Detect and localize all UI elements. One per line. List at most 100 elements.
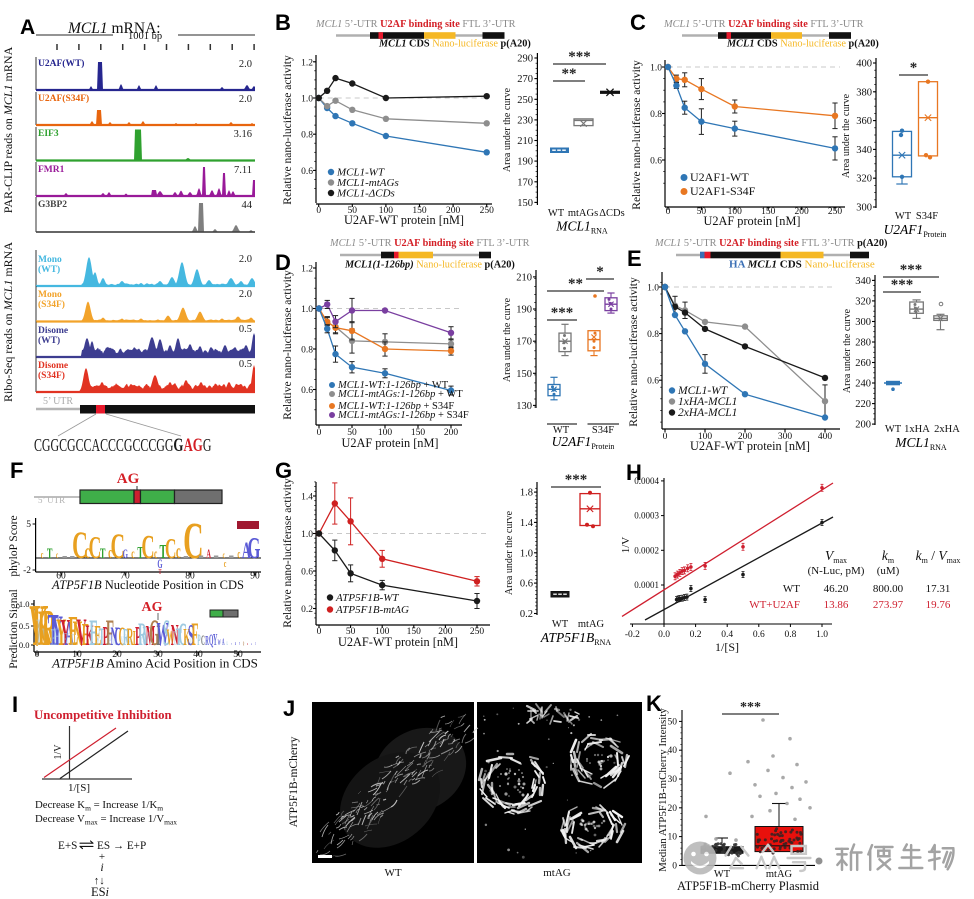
svg-text:17.31: 17.31 xyxy=(926,583,951,595)
svg-text:T: T xyxy=(47,544,53,561)
svg-text:W: W xyxy=(218,638,221,647)
svg-text:0.0: 0.0 xyxy=(658,630,670,640)
svg-text:V: V xyxy=(29,592,44,659)
svg-text:(WT): (WT) xyxy=(38,264,60,275)
svg-text:c: c xyxy=(223,549,226,560)
svg-text:0.2: 0.2 xyxy=(690,630,702,640)
svg-text:80: 80 xyxy=(185,572,195,582)
svg-text:300: 300 xyxy=(855,317,871,328)
svg-text:300: 300 xyxy=(856,203,872,214)
svg-text:Prediction Signal: Prediction Signal xyxy=(8,589,20,669)
svg-text:2.0: 2.0 xyxy=(239,289,252,300)
svg-text:0.8: 0.8 xyxy=(650,110,662,120)
svg-text:1/V: 1/V xyxy=(620,537,632,554)
svg-text:240: 240 xyxy=(855,379,871,390)
svg-text:Area under the curve: Area under the curve xyxy=(841,93,852,178)
svg-text:T: T xyxy=(99,624,105,652)
svg-text:40: 40 xyxy=(193,650,203,660)
svg-text:Decrease Km = Increase 1/Km: Decrease Km = Increase 1/Km xyxy=(35,799,163,813)
svg-text:60: 60 xyxy=(56,572,66,582)
svg-text:5’ UTR: 5’ UTR xyxy=(38,495,65,505)
svg-text:R: R xyxy=(205,634,209,649)
svg-text:250: 250 xyxy=(470,627,485,637)
svg-text:Y: Y xyxy=(231,642,232,646)
svg-text:A: A xyxy=(65,614,74,653)
svg-text:Y: Y xyxy=(148,629,153,650)
svg-text:A: A xyxy=(242,538,252,563)
svg-text:phyloP Score: phyloP Score xyxy=(8,515,20,576)
svg-text:50: 50 xyxy=(347,428,357,438)
svg-text:0.0001: 0.0001 xyxy=(634,580,659,590)
svg-text:0.5: 0.5 xyxy=(239,359,252,370)
svg-text:C: C xyxy=(72,523,88,566)
svg-text:U2AF(S34F): U2AF(S34F) xyxy=(38,93,89,104)
svg-text:EIF3: EIF3 xyxy=(38,129,59,139)
svg-text:c: c xyxy=(237,548,240,562)
svg-text:0.2: 0.2 xyxy=(520,609,533,620)
svg-text:1.0: 1.0 xyxy=(301,530,313,540)
svg-text:220: 220 xyxy=(855,399,871,410)
svg-text:G: G xyxy=(248,532,261,565)
svg-text:Vmax: Vmax xyxy=(825,548,847,565)
svg-text:1xHA-MCL1: 1xHA-MCL1 xyxy=(678,396,737,408)
svg-text:290: 290 xyxy=(517,54,533,65)
svg-text:c: c xyxy=(108,543,112,562)
svg-text:360: 360 xyxy=(856,116,872,127)
svg-text:Relative nano-luciferase activ: Relative nano-luciferase activity xyxy=(282,478,294,628)
svg-text:Area under the curve: Area under the curve xyxy=(504,510,515,595)
svg-text:170: 170 xyxy=(516,337,532,348)
svg-text:0: 0 xyxy=(35,650,40,660)
svg-text:170: 170 xyxy=(517,177,533,188)
svg-text:km: km xyxy=(882,548,895,565)
svg-text:E: E xyxy=(89,613,98,654)
svg-text:46.20: 46.20 xyxy=(824,583,849,595)
svg-text:AG: AG xyxy=(142,600,163,615)
svg-text:0.6: 0.6 xyxy=(753,630,765,640)
svg-text:150: 150 xyxy=(517,198,533,209)
svg-text:340: 340 xyxy=(855,276,871,287)
svg-text:U2AF-WT protein [nM]: U2AF-WT protein [nM] xyxy=(344,213,464,227)
svg-text:30: 30 xyxy=(668,775,678,785)
svg-text:K: K xyxy=(183,624,190,652)
svg-text:G: G xyxy=(141,636,144,649)
svg-text:K: K xyxy=(38,601,52,657)
svg-text:200: 200 xyxy=(855,420,871,431)
svg-text:S: S xyxy=(206,638,208,647)
svg-text:E: E xyxy=(100,636,103,649)
svg-text:F: F xyxy=(10,458,23,483)
svg-text:A: A xyxy=(222,636,225,648)
svg-text:200: 200 xyxy=(444,428,459,438)
svg-text:C: C xyxy=(89,529,102,565)
svg-text:W: W xyxy=(218,641,220,646)
svg-text:F: F xyxy=(191,617,198,653)
svg-text:FMR1: FMR1 xyxy=(38,165,65,175)
svg-text:E: E xyxy=(68,608,78,655)
svg-text:R: R xyxy=(138,617,147,653)
svg-text:mtAG: mtAG xyxy=(578,619,605,630)
svg-text:Relative nano-luciferase activ: Relative nano-luciferase activity xyxy=(282,55,294,205)
svg-text:G: G xyxy=(157,558,162,572)
svg-text:800.00: 800.00 xyxy=(873,583,904,595)
svg-text:D: D xyxy=(275,250,291,275)
svg-text:↓: ↓ xyxy=(99,875,105,887)
svg-text:*: * xyxy=(910,60,918,76)
svg-text:MCL1 5’-UTR U2AF binding site: MCL1 5’-UTR U2AF binding site FTL 3’-UTR xyxy=(329,238,530,249)
svg-text:320: 320 xyxy=(856,174,872,185)
svg-text:19.76: 19.76 xyxy=(926,599,951,611)
svg-text:ESi: ESi xyxy=(91,885,110,899)
svg-text:273.97: 273.97 xyxy=(873,599,904,611)
svg-text:Y: Y xyxy=(239,641,240,646)
svg-text:I: I xyxy=(133,628,136,651)
svg-text:Relative nano-luciferase activ: Relative nano-luciferase activity xyxy=(628,277,640,427)
svg-text:0.5: 0.5 xyxy=(19,621,30,631)
svg-text:E: E xyxy=(94,620,101,652)
svg-text:0.6: 0.6 xyxy=(301,568,313,578)
svg-text:WT: WT xyxy=(553,425,570,436)
svg-text:Y: Y xyxy=(213,630,217,649)
svg-text:0.0003: 0.0003 xyxy=(634,511,659,521)
svg-text:R: R xyxy=(247,642,248,646)
svg-text:1.0: 1.0 xyxy=(19,599,30,609)
svg-text:250: 250 xyxy=(517,95,533,106)
svg-text:(S34F): (S34F) xyxy=(38,370,65,381)
svg-text:Mono: Mono xyxy=(38,255,62,265)
